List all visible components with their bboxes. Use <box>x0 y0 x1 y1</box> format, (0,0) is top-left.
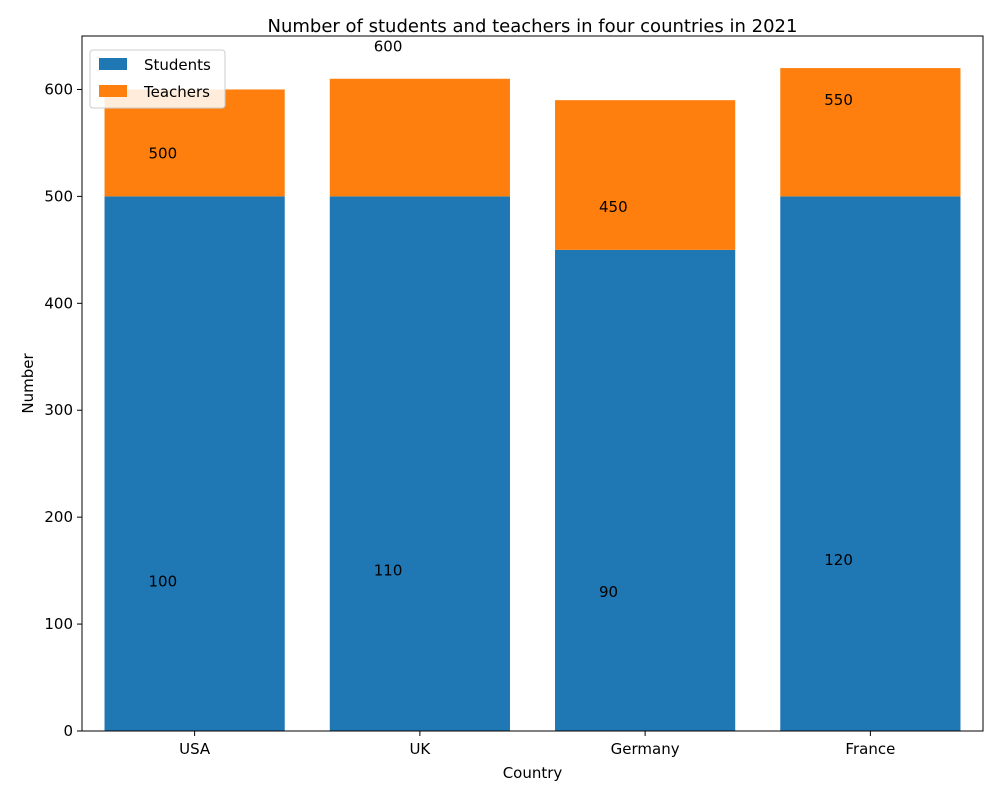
bar-students-uk <box>329 196 510 731</box>
bar-teachers-uk <box>329 78 510 197</box>
legend-swatch-students <box>99 58 127 70</box>
data-label: 450 <box>599 198 628 216</box>
data-label: 550 <box>824 91 853 109</box>
chart-title: Number of students and teachers in four … <box>268 16 798 37</box>
bars-group <box>104 68 961 731</box>
y-tick-label: 300 <box>44 401 73 419</box>
bar-students-germany <box>555 249 736 731</box>
x-tick-label: Germany <box>611 740 680 758</box>
legend-label-teachers: Teachers <box>143 83 210 101</box>
data-label: 500 <box>149 145 178 163</box>
legend: Students Teachers <box>89 49 226 109</box>
bar-students-france <box>780 196 961 731</box>
data-label: 600 <box>374 38 403 56</box>
y-tick-label: 100 <box>44 615 73 633</box>
x-tick-label: France <box>845 740 895 758</box>
legend-label-students: Students <box>144 56 211 74</box>
x-tick-label: UK <box>409 740 431 758</box>
bar-students-usa <box>104 196 285 731</box>
data-label: 110 <box>374 562 403 580</box>
y-tick-label: 0 <box>63 722 73 740</box>
y-tick-label: 600 <box>44 80 73 98</box>
y-axis-label: Number <box>19 353 37 414</box>
y-tick-label: 200 <box>44 508 73 526</box>
y-tick-label: 400 <box>44 294 73 312</box>
bar-teachers-france <box>780 68 961 197</box>
y-tick-label: 500 <box>44 187 73 205</box>
plot-frame <box>81 35 984 732</box>
data-label: 120 <box>824 551 853 569</box>
bar-teachers-germany <box>555 100 736 250</box>
legend-swatch-teachers <box>99 85 127 97</box>
data-label: 90 <box>599 583 618 601</box>
x-axis: USA UK Germany France <box>179 731 895 758</box>
y-axis: 0 100 200 300 400 500 600 <box>44 80 82 740</box>
data-label: 100 <box>149 572 178 590</box>
annotations-group: 100 500 110 600 90 450 120 550 <box>149 38 853 601</box>
x-axis-label: Country <box>503 764 563 782</box>
x-tick-label: USA <box>179 740 211 758</box>
